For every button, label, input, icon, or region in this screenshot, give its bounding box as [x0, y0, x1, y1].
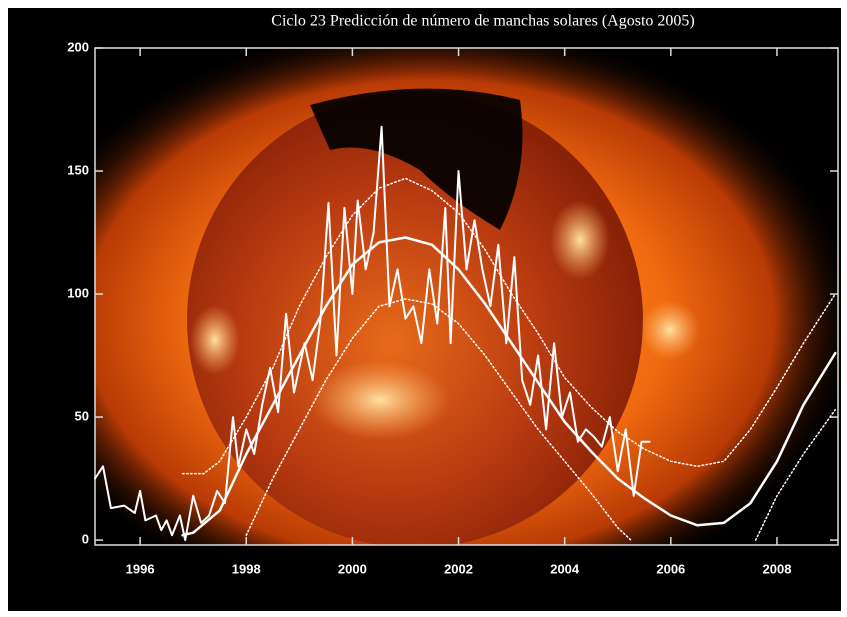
plot-layer: 0 50 100 150 200 1996 1998 2000 2002 2004 2006 2008 [67, 39, 838, 576]
y-tick-label: 150 [67, 162, 89, 177]
series-line [181, 177, 837, 475]
chart-title: Ciclo 23 Predicción de número de manchas… [271, 13, 694, 30]
y-tick-label: 0 [82, 532, 89, 547]
plot-frame [94, 47, 839, 546]
x-tick-label: 2008 [763, 561, 792, 576]
x-tick-label: 2006 [656, 561, 685, 576]
series-line [245, 298, 837, 541]
x-tick-label: 1998 [232, 561, 261, 576]
sun-image [95, 48, 838, 545]
x-tick-label: 2002 [444, 561, 473, 576]
y-tick-label: 50 [75, 408, 89, 423]
x-tick-label: 1996 [126, 561, 155, 576]
x-tick-label: 2000 [338, 561, 367, 576]
y-tick-label: 200 [67, 39, 89, 54]
series-line [181, 236, 837, 537]
y-tick-label: 100 [67, 285, 89, 300]
x-tick-label: 2004 [550, 561, 580, 576]
